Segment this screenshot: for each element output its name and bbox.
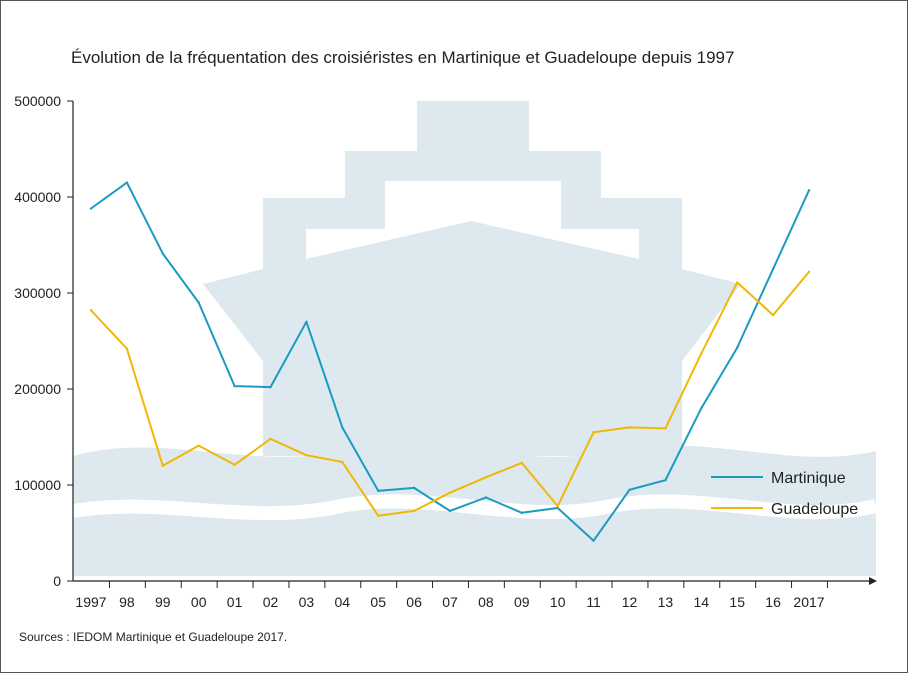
- data-point-guadeloupe: [305, 454, 308, 457]
- x-tick-label: 07: [442, 594, 458, 610]
- data-point-guadeloupe: [125, 347, 129, 350]
- x-tick-label: 06: [406, 594, 422, 610]
- x-tick-label: 01: [227, 594, 243, 610]
- y-tick-label: 500000: [14, 93, 61, 109]
- x-tick-label: 05: [370, 594, 386, 610]
- data-point-guadeloupe: [377, 514, 380, 517]
- x-tick-label: 09: [514, 594, 530, 610]
- data-point-guadeloupe: [771, 313, 775, 317]
- data-point-martinique: [664, 479, 667, 482]
- data-point-martinique: [592, 539, 595, 542]
- series-lines: [89, 181, 811, 542]
- chart-title: Évolution de la fréquentation des croisi…: [71, 48, 734, 67]
- data-point-martinique: [807, 189, 811, 192]
- x-tick-label: 04: [335, 594, 351, 610]
- data-point-martinique: [771, 267, 775, 271]
- x-axis-arrow: [869, 577, 877, 585]
- data-point-martinique: [197, 301, 200, 304]
- data-point-guadeloupe: [89, 309, 93, 312]
- data-point-martinique: [448, 509, 452, 513]
- y-tick-label: 0: [53, 573, 61, 589]
- data-point-guadeloupe: [807, 270, 811, 274]
- data-point-guadeloupe: [412, 509, 416, 513]
- x-tick-label: 13: [658, 594, 674, 610]
- data-point-guadeloupe: [592, 431, 595, 434]
- source-note: Sources : IEDOM Martinique et Guadeloupe…: [19, 630, 287, 644]
- data-point-martinique: [736, 346, 739, 349]
- x-tick-label: 98: [119, 594, 135, 610]
- x-tick-label: 00: [191, 594, 207, 610]
- x-tick-label: 11: [586, 594, 601, 610]
- x-tick-label: 1997: [75, 594, 106, 610]
- x-tick-label: 15: [729, 594, 745, 610]
- data-point-guadeloupe: [197, 444, 200, 447]
- y-tick-label: 400000: [14, 189, 61, 205]
- data-point-martinique: [484, 496, 488, 499]
- data-point-martinique: [700, 407, 703, 410]
- data-point-guadeloupe: [233, 463, 236, 467]
- data-point-martinique: [125, 181, 129, 184]
- data-point-martinique: [556, 506, 559, 510]
- legend: Martinique Guadeloupe: [711, 470, 858, 518]
- data-point-martinique: [520, 511, 523, 515]
- x-tick-label: 12: [622, 594, 638, 610]
- x-tick-label: 08: [478, 594, 494, 610]
- data-point-guadeloupe: [448, 491, 452, 494]
- data-point-martinique: [89, 207, 93, 210]
- data-point-martinique: [341, 426, 344, 429]
- data-point-martinique: [305, 320, 308, 323]
- x-tick-label: 99: [155, 594, 171, 610]
- x-tick-label: 14: [694, 594, 710, 610]
- x-tick-label: 02: [263, 594, 279, 610]
- data-point-martinique: [628, 488, 631, 491]
- data-point-guadeloupe: [341, 460, 344, 464]
- legend-label-martinique: Martinique: [771, 470, 846, 487]
- y-tick-label: 100000: [14, 477, 61, 493]
- data-point-martinique: [269, 385, 272, 389]
- data-point-guadeloupe: [736, 281, 739, 284]
- x-tick-label: 16: [765, 594, 781, 610]
- cruise-ship-illustration: [71, 101, 878, 576]
- data-point-guadeloupe: [161, 464, 164, 467]
- x-tick-label: 2017: [793, 594, 824, 610]
- data-point-martinique: [412, 486, 416, 490]
- data-point-martinique: [377, 489, 380, 492]
- y-tick-label: 200000: [14, 381, 61, 397]
- data-point-guadeloupe: [700, 352, 703, 355]
- data-point-guadeloupe: [269, 437, 272, 441]
- ship-deck-shape: [306, 181, 639, 259]
- axes: 0 100000 200000 300000 400000 500000 1997 98 99 0…: [14, 93, 877, 610]
- data-point-guadeloupe: [628, 426, 631, 429]
- data-point-martinique: [161, 252, 164, 255]
- ship-hull-shape: [203, 101, 741, 456]
- data-point-guadeloupe: [484, 476, 488, 479]
- x-tick-label: 10: [550, 594, 566, 610]
- y-tick-label: 300000: [14, 285, 61, 301]
- data-point-martinique: [233, 384, 236, 388]
- x-tick-label: 03: [299, 594, 315, 610]
- data-point-guadeloupe: [520, 461, 523, 465]
- data-point-guadeloupe: [664, 427, 667, 430]
- data-point-guadeloupe: [556, 504, 559, 508]
- legend-label-guadeloupe: Guadeloupe: [771, 501, 858, 518]
